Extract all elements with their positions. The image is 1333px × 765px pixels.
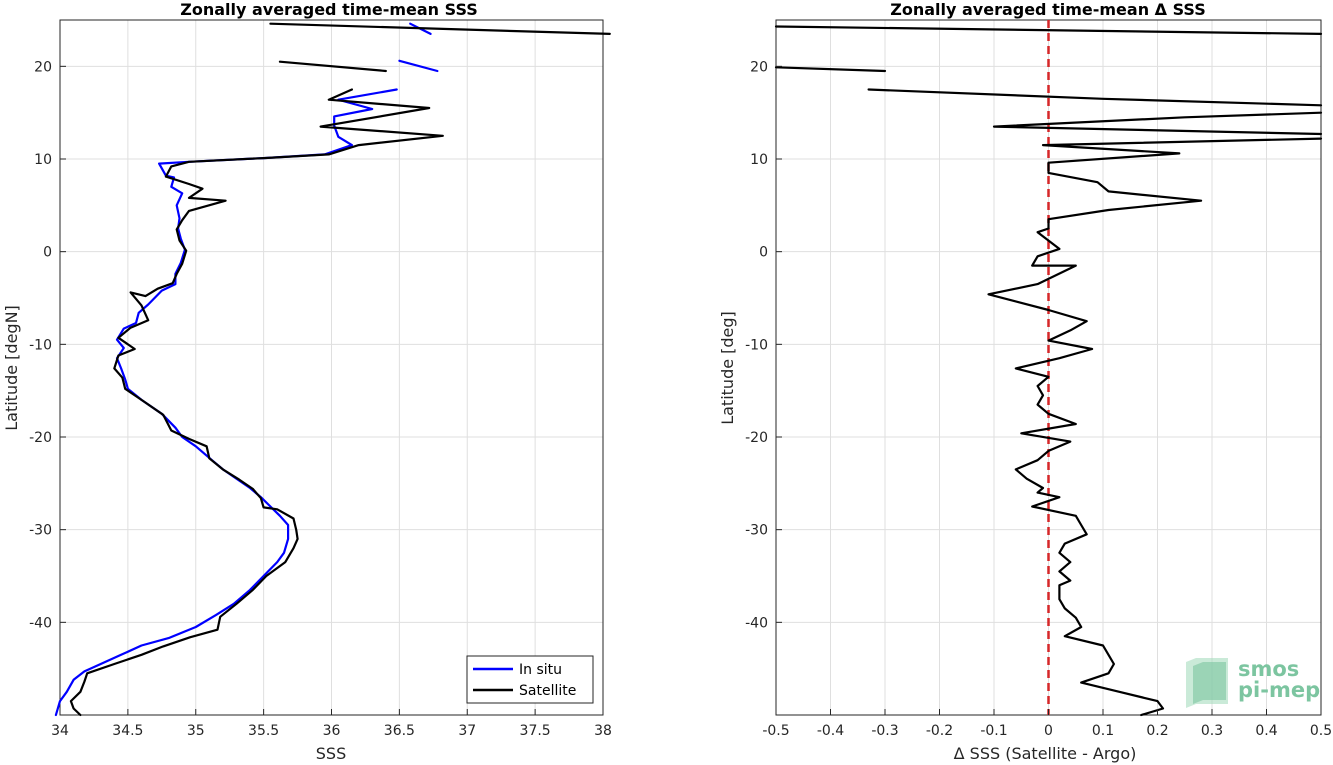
y-tick-label: -20: [745, 430, 768, 446]
series-line-in-situ: [398, 59, 439, 73]
x-tick-label: -0.3: [871, 723, 898, 739]
y-tick-label: -10: [745, 337, 768, 353]
y-tick-label: -30: [745, 523, 768, 539]
x-tick-label: 35.5: [248, 723, 279, 739]
x-tick-label: -0.2: [926, 723, 953, 739]
legend-label-in-situ: In situ: [519, 662, 562, 678]
x-axis-label: SSS: [316, 744, 346, 763]
y-tick-label: -20: [29, 430, 52, 446]
delta-sss-panel: Zonally averaged time-mean Δ SSS -0.5 -0.…: [718, 0, 1332, 763]
y-tick-label: 0: [759, 245, 768, 261]
x-tick-label: 0.4: [1255, 723, 1277, 739]
panel-title: Zonally averaged time-mean Δ SSS: [890, 0, 1206, 19]
series-line-delta-sss: [992, 111, 1323, 136]
logo-text-pi-mep: pi-mep: [1238, 678, 1320, 702]
y-tick-label: -40: [29, 615, 52, 631]
x-tick-label: -0.5: [762, 723, 789, 739]
x-axis-label: Δ SSS (Satellite - Argo): [954, 744, 1137, 763]
series-line-delta-sss: [774, 25, 1323, 36]
series-line-delta-sss: [987, 137, 1323, 717]
legend-box: [466, 655, 594, 704]
series-line-delta-sss: [774, 66, 887, 73]
x-tick-label: 0: [1044, 723, 1053, 739]
x-tick-label: -0.4: [817, 723, 844, 739]
y-tick-label: 0: [43, 245, 52, 261]
x-tick-label: 0.2: [1146, 723, 1168, 739]
x-tick-label: 37.5: [520, 723, 551, 739]
x-tick-label: 34: [51, 723, 69, 739]
y-tick-label: 10: [750, 152, 768, 168]
x-tick-label: 0.1: [1092, 723, 1114, 739]
x-tick-label: 36.5: [384, 723, 415, 739]
sss-panel: Zonally averaged time-mean SSS 34 34.5 35 3…: [2, 0, 612, 763]
series-line-satellite: [269, 22, 611, 36]
x-tick-label: 0.5: [1310, 723, 1332, 739]
logo-mark-front: [1193, 662, 1226, 704]
series-line-delta-sss: [867, 88, 1323, 107]
y-tick-label: 20: [750, 59, 768, 75]
x-tick-label: 35: [187, 723, 205, 739]
series-line-satellite: [69, 88, 444, 717]
x-tick-label: 38: [594, 723, 612, 739]
panel-title: Zonally averaged time-mean SSS: [180, 0, 478, 19]
x-tick-label: -0.1: [980, 723, 1007, 739]
series-line-in-situ: [54, 88, 398, 717]
y-tick-label: 20: [34, 59, 52, 75]
y-tick-label: -10: [29, 337, 52, 353]
y-axis-label: Latitude [deg]: [718, 311, 737, 425]
y-tick-label: -40: [745, 615, 768, 631]
smos-pi-mep-logo: smos pi-mep: [1186, 657, 1320, 708]
legend-label-satellite: Satellite: [519, 683, 576, 699]
legend: In situ Satellite: [466, 655, 594, 704]
series-line-satellite: [278, 60, 387, 73]
y-tick-label: 10: [34, 152, 52, 168]
y-axis-label: Latitude [degN]: [2, 305, 21, 431]
logo-text-smos: smos: [1238, 657, 1299, 681]
x-tick-label: 36: [323, 723, 341, 739]
x-tick-label: 37: [458, 723, 476, 739]
y-tick-label: -30: [29, 523, 52, 539]
x-tick-label: 34.5: [112, 723, 143, 739]
x-tick-label: 0.3: [1201, 723, 1223, 739]
